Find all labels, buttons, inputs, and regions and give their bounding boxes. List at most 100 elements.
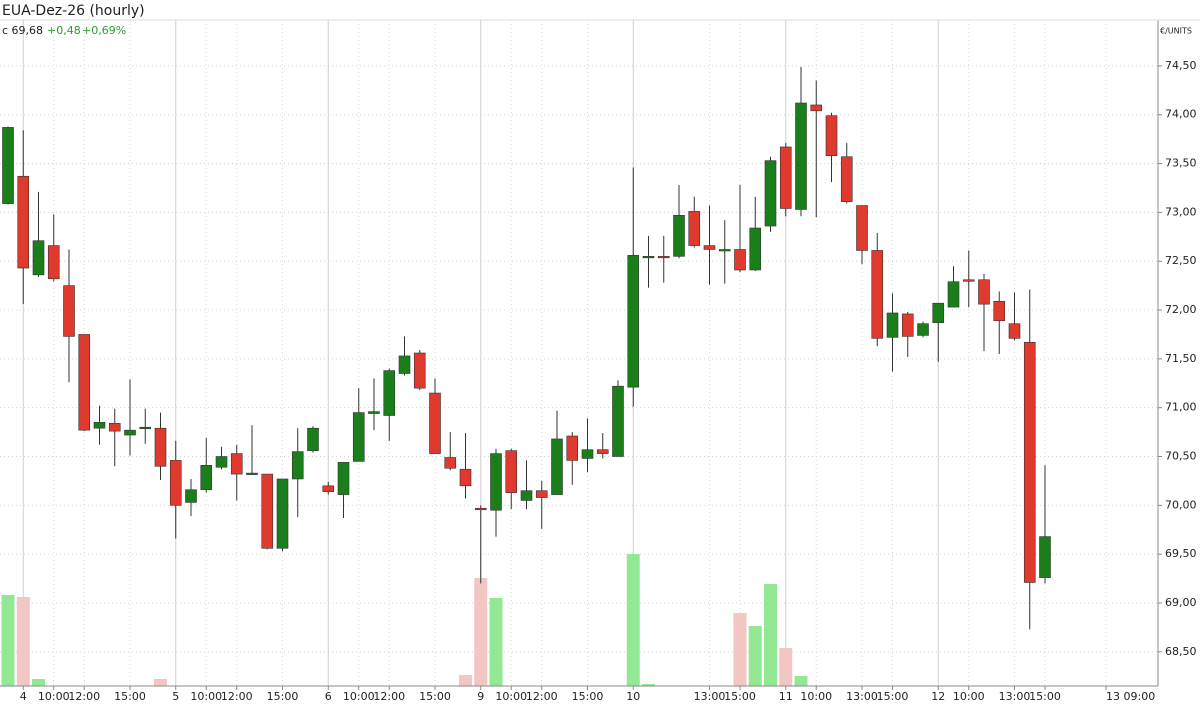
candle-body	[856, 205, 868, 251]
y-tick-label: 68,50	[1165, 645, 1197, 658]
candle-body	[993, 300, 1006, 322]
x-tick-label: 15:00	[724, 690, 756, 703]
x-tick-label: 10:00	[495, 690, 527, 703]
candle-body	[1023, 341, 1036, 583]
volume-bar	[154, 679, 167, 686]
candle-body	[871, 250, 884, 339]
y-tick-label: 74,50	[1165, 59, 1197, 72]
x-tick-label: 6	[325, 690, 332, 703]
volume-bar	[16, 597, 30, 686]
x-tick-label: 11	[779, 690, 793, 703]
candle-body	[917, 323, 929, 336]
candle-body	[520, 490, 533, 501]
y-tick-label: 69,00	[1165, 596, 1197, 609]
volume-bar	[489, 598, 503, 686]
x-tick-label: 13:00	[694, 690, 726, 703]
x-tick-label: 15:00	[419, 690, 451, 703]
candle-body	[124, 429, 136, 436]
candle-body	[535, 490, 548, 498]
chart-title: EUA-Dez-26 (hourly)	[2, 3, 145, 19]
candle-body	[795, 102, 807, 210]
x-tick-label: 9	[477, 690, 484, 703]
y-tick-label: 73,50	[1165, 157, 1197, 170]
candle-body	[886, 312, 899, 338]
candle-body	[810, 104, 823, 112]
volume-bar	[474, 578, 488, 686]
candle-body	[215, 456, 228, 468]
x-tick-label: 15:00	[877, 690, 909, 703]
x-tick-label: 10:00	[343, 690, 375, 703]
x-tick-label: 12:00	[68, 690, 100, 703]
x-tick-label: 15:00	[114, 690, 146, 703]
y-tick-label: 71,50	[1165, 352, 1197, 365]
candle-body	[413, 352, 426, 389]
candle-body	[474, 507, 487, 511]
candle-body	[657, 256, 670, 259]
candle-body	[749, 227, 762, 271]
candle-body	[230, 453, 243, 475]
candle-body	[673, 215, 685, 257]
candle-body	[398, 355, 411, 374]
x-tick-label: 10:00	[38, 690, 70, 703]
candle-body	[612, 385, 624, 457]
candle-body	[246, 472, 258, 475]
candle-body	[688, 211, 701, 246]
y-tick-label: 72,50	[1165, 254, 1197, 267]
candle-body	[1039, 536, 1051, 578]
x-tick-label: 4	[20, 690, 27, 703]
candle-body	[108, 423, 121, 432]
candle-body	[825, 115, 838, 157]
volume-bar	[764, 584, 777, 686]
x-tick-label: 13 09:00	[1106, 690, 1155, 703]
candle-layer	[2, 66, 1051, 630]
candle-body	[490, 453, 502, 511]
volume-bar	[794, 676, 808, 686]
candle-body	[505, 450, 518, 493]
candle-body	[2, 127, 14, 204]
candle-body	[307, 427, 319, 451]
candle-body	[459, 468, 472, 487]
candle-body	[596, 449, 609, 454]
candle-body	[169, 460, 182, 506]
change-percent: +0,69%	[82, 24, 126, 37]
volume-bar	[642, 684, 655, 686]
candle-body	[352, 412, 365, 462]
candle-body	[93, 422, 106, 429]
candle-body	[901, 313, 914, 337]
candle-body	[703, 245, 716, 250]
x-tick-label: 15:00	[267, 690, 299, 703]
x-tick-label: 12:00	[526, 690, 558, 703]
candle-body	[337, 462, 350, 495]
candle-body	[17, 175, 30, 269]
x-tick-label: 10:00	[800, 690, 832, 703]
candle-body	[962, 279, 975, 282]
y-tick-label: 70,50	[1165, 450, 1197, 463]
y-tick-label: 70,00	[1165, 498, 1197, 511]
candle-body	[932, 302, 945, 324]
candle-body	[322, 485, 335, 492]
candle-body	[200, 465, 213, 491]
candle-body	[63, 285, 75, 337]
candle-body	[718, 249, 731, 252]
candle-body	[551, 438, 563, 495]
candle-body	[779, 146, 792, 209]
candle-body	[444, 457, 457, 469]
candle-body	[276, 478, 289, 549]
volume-bar	[32, 679, 45, 686]
candle-body	[429, 392, 441, 454]
volume-layer	[1, 554, 808, 686]
x-tick-label: 10	[626, 690, 640, 703]
volume-bar	[779, 648, 793, 686]
change: +0,48	[47, 24, 81, 37]
candle-body	[383, 370, 396, 416]
candle-body	[978, 279, 990, 305]
x-tick-label: 10:00	[190, 690, 222, 703]
y-tick-label: 69,50	[1165, 547, 1197, 560]
x-tick-label: 10:00	[953, 690, 985, 703]
volume-bar	[626, 554, 640, 686]
x-tick-label: 15:00	[572, 690, 604, 703]
candle-body	[47, 245, 60, 280]
candle-body	[1008, 323, 1021, 339]
x-tick-label: 12:00	[221, 690, 253, 703]
